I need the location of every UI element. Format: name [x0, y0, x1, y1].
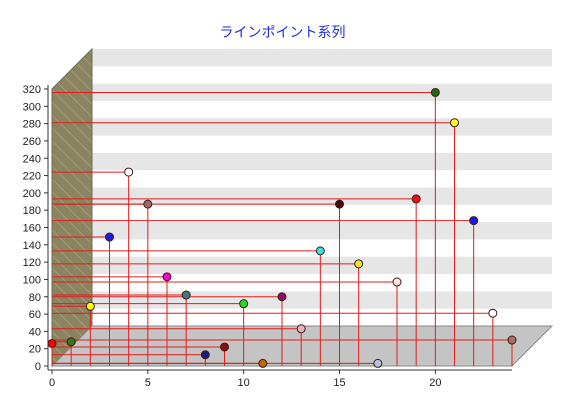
- grid-band: [92, 222, 552, 240]
- data-point: [105, 232, 114, 242]
- data-point: [488, 308, 498, 318]
- x-tick-label: 10: [238, 377, 250, 389]
- x-tick-label: 15: [333, 377, 345, 389]
- y-tick-label: 320: [23, 84, 41, 96]
- y-tick-label: 260: [23, 136, 41, 148]
- y-tick-label: 120: [23, 257, 41, 269]
- grid-band: [92, 256, 552, 275]
- data-point: [469, 216, 479, 226]
- data-point: [239, 299, 249, 309]
- data-point: [124, 167, 134, 177]
- data-point: [47, 338, 57, 348]
- y-tick-label: 160: [23, 223, 41, 235]
- data-point: [373, 358, 383, 368]
- data-point: [181, 290, 191, 300]
- y-tick-label: 200: [23, 188, 41, 200]
- x-tick-label: 5: [145, 377, 151, 389]
- data-point: [354, 259, 364, 269]
- data-point: [335, 199, 344, 209]
- grid-band: [92, 291, 552, 309]
- y-tick-label: 0: [35, 361, 41, 373]
- grid-band: [92, 118, 552, 136]
- data-point: [450, 118, 459, 128]
- data-point: [162, 272, 172, 282]
- data-point: [392, 277, 402, 287]
- grid-band: [92, 49, 552, 67]
- data-point: [85, 301, 95, 311]
- data-point: [220, 342, 229, 352]
- y-tick-label: 60: [29, 309, 41, 321]
- data-point: [507, 335, 517, 345]
- y-tick-label: 240: [23, 153, 41, 165]
- data-point: [277, 292, 287, 302]
- y-tick-label: 300: [23, 101, 41, 113]
- x-tick-label: 20: [429, 377, 441, 389]
- data-point: [66, 337, 76, 347]
- y-tick-label: 280: [23, 119, 41, 131]
- chart-title: ラインポイント系列: [219, 25, 346, 41]
- data-point: [315, 246, 325, 256]
- data-point: [200, 350, 210, 360]
- side-wall: [51, 47, 93, 368]
- y-tick-label: 20: [29, 344, 41, 356]
- data-point: [430, 87, 440, 97]
- data-point: [296, 324, 306, 334]
- data-point: [143, 199, 153, 209]
- y-tick-label: 100: [23, 274, 41, 286]
- y-tick-label: 140: [23, 240, 41, 252]
- x-tick-label: 0: [49, 377, 55, 389]
- y-tick-label: 80: [29, 292, 41, 304]
- y-tick-label: 180: [23, 205, 41, 217]
- data-point: [411, 194, 421, 204]
- grid-band: [92, 152, 552, 171]
- data-point: [258, 358, 268, 368]
- y-tick-label: 40: [29, 326, 41, 338]
- y-tick-label: 220: [23, 171, 41, 183]
- grid-band: [92, 187, 552, 205]
